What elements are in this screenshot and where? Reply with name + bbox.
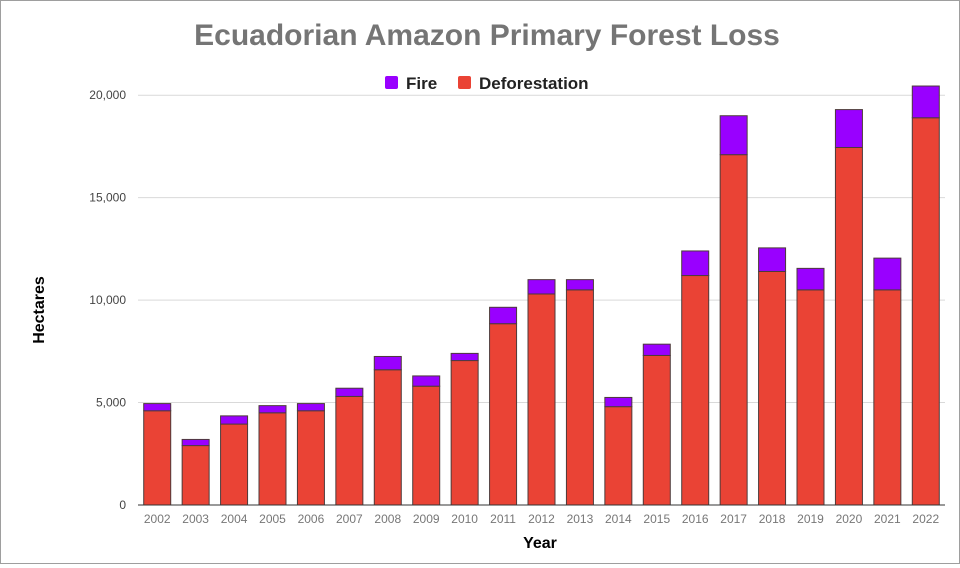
bar-fire-2017: [719, 115, 748, 156]
x-tick-label: 2011: [490, 512, 516, 526]
x-tick-label: 2020: [836, 512, 863, 526]
bar-deforestation-2007: [335, 395, 364, 506]
bar-fire-2018: [758, 247, 787, 272]
bar-deforestation-2014: [604, 406, 633, 506]
bar-fire-2009: [412, 375, 441, 387]
x-tick-label: 2002: [144, 512, 171, 526]
bar-deforestation-2010: [450, 360, 479, 506]
legend-label-deforestation: Deforestation: [479, 74, 589, 93]
x-tick-label: 2009: [413, 512, 440, 526]
x-tick-label: 2008: [374, 512, 401, 526]
bar-deforestation-2004: [220, 423, 249, 506]
bar-deforestation-2020: [834, 146, 863, 506]
y-tick-label: 0: [119, 498, 126, 512]
y-tick-label: 15,000: [89, 191, 126, 205]
x-tick-label: 2013: [567, 512, 594, 526]
bar-fire-2016: [681, 250, 710, 277]
legend: Fire Deforestation: [385, 74, 589, 93]
bar-deforestation-2003: [181, 445, 210, 506]
bar-fire-2002: [143, 403, 172, 412]
x-tick-label: 2003: [182, 512, 209, 526]
bar-fire-2003: [181, 438, 210, 447]
legend-swatch-fire: [385, 76, 398, 89]
bar-deforestation-2015: [642, 354, 671, 506]
x-tick-label: 2022: [912, 512, 939, 526]
bar-fire-2014: [604, 396, 633, 408]
x-tick-label: 2005: [259, 512, 286, 526]
bar-fire-2013: [565, 279, 594, 291]
x-tick-label: 2019: [797, 512, 824, 526]
bar-fire-2021: [873, 257, 902, 291]
bar-deforestation-2002: [143, 410, 172, 506]
chart-title: Ecuadorian Amazon Primary Forest Loss: [194, 19, 780, 52]
x-tick-label: 2017: [720, 512, 747, 526]
bar-fire-2004: [220, 415, 249, 425]
y-axis-label: Hectares: [31, 276, 48, 344]
x-tick-label: 2007: [336, 512, 363, 526]
bar-fire-2005: [258, 405, 287, 414]
bar-deforestation-2012: [527, 293, 556, 506]
x-axis-label: Year: [523, 535, 557, 552]
bar-fire-2011: [489, 306, 518, 325]
bars: [143, 85, 940, 506]
bar-deforestation-2006: [296, 410, 325, 506]
bar-deforestation-2017: [719, 154, 748, 506]
legend-swatch-deforestation: [458, 76, 471, 89]
bar-deforestation-2013: [565, 289, 594, 506]
bar-fire-2010: [450, 352, 479, 362]
bar-deforestation-2018: [758, 270, 787, 506]
x-tick-label: 2004: [221, 512, 248, 526]
legend-label-fire: Fire: [406, 74, 437, 93]
x-tick-label: 2018: [759, 512, 786, 526]
x-tick-label: 2015: [643, 512, 670, 526]
bar-deforestation-2022: [911, 117, 940, 506]
bar-deforestation-2021: [873, 289, 902, 506]
x-tick-label: 2016: [682, 512, 709, 526]
bar-deforestation-2011: [489, 323, 518, 506]
y-tick-label: 10,000: [89, 293, 126, 307]
bar-fire-2015: [642, 343, 671, 356]
bar-fire-2007: [335, 387, 364, 397]
bar-deforestation-2019: [796, 289, 825, 506]
bar-deforestation-2005: [258, 412, 287, 506]
x-axis-ticks: 2002 2003 2004 2005 2006 2007 2008 2009 2010 2011…: [144, 512, 940, 526]
y-tick-label: 20,000: [89, 88, 126, 102]
x-tick-label: 2010: [451, 512, 478, 526]
bar-deforestation-2009: [412, 385, 441, 506]
x-tick-label: 2021: [874, 512, 901, 526]
bar-deforestation-2008: [373, 369, 402, 506]
y-tick-label: 5,000: [96, 396, 126, 410]
y-axis-ticks: 0 5,000 10,000 15,000 20,000: [89, 88, 126, 512]
bar-fire-2019: [796, 267, 825, 291]
bar-fire-2006: [296, 403, 325, 412]
bar-deforestation-2016: [681, 275, 710, 506]
bar-fire-2008: [373, 355, 402, 371]
x-tick-label: 2014: [605, 512, 632, 526]
bar-fire-2012: [527, 279, 556, 295]
bar-fire-2022: [911, 85, 940, 119]
x-tick-label: 2012: [528, 512, 555, 526]
bar-fire-2020: [834, 109, 863, 148]
x-tick-label: 2006: [298, 512, 325, 526]
